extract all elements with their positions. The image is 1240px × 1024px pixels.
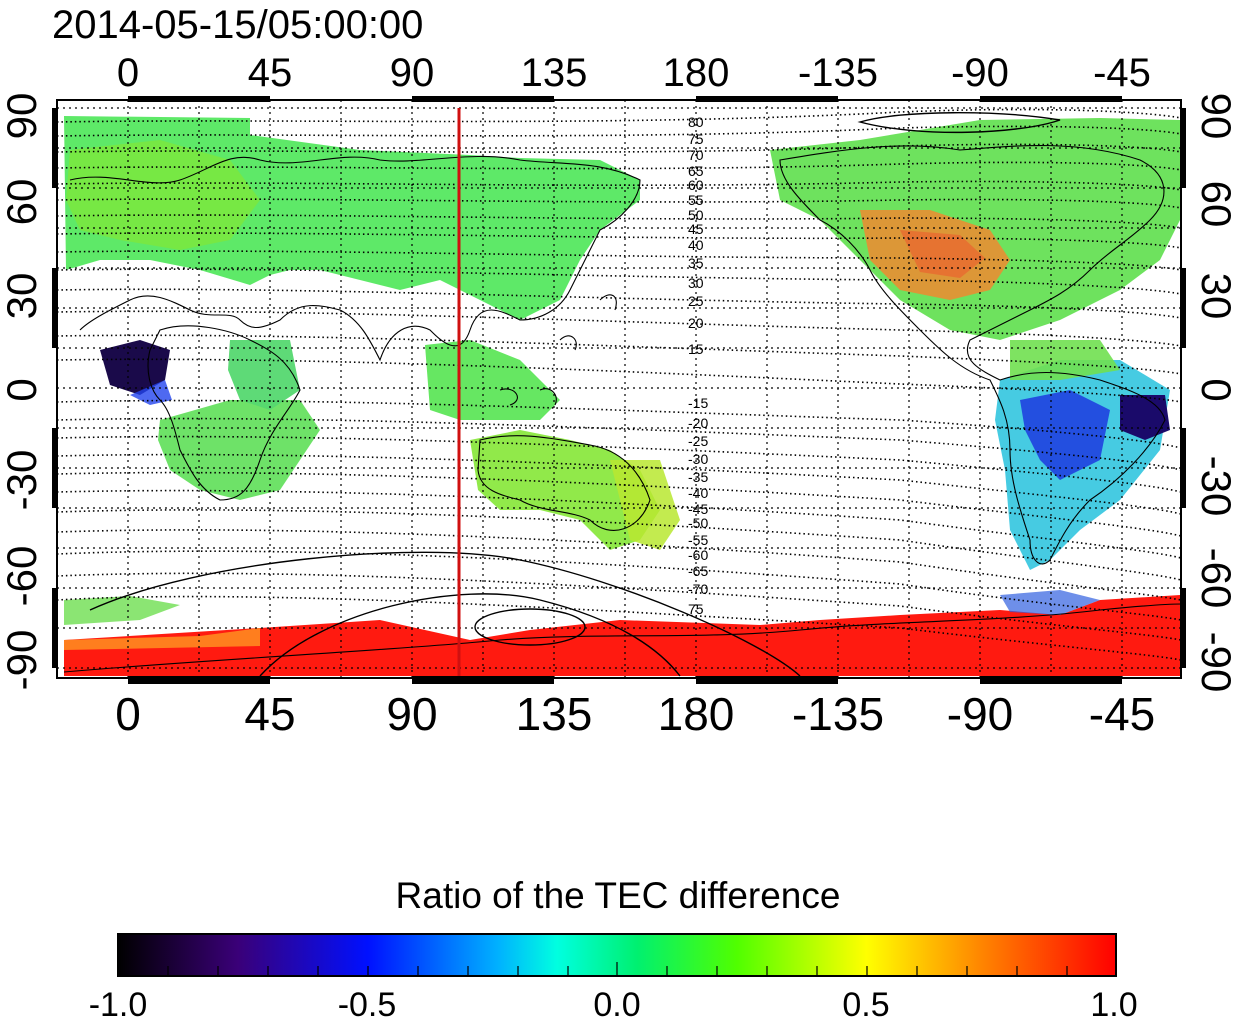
top-lon-label: 0 [117, 51, 139, 95]
data-patch-antarctica-edge [64, 628, 260, 650]
colorbar-tick-label: -0.5 [338, 986, 397, 1024]
left-lat-label: 90 [0, 93, 45, 140]
left-lat-label: -60 [0, 546, 45, 607]
contour-label: -20 [688, 415, 708, 431]
right-lat-label: 30 [1193, 273, 1240, 320]
left-lat-label: 0 [0, 378, 45, 401]
top-lon-label: -90 [951, 51, 1009, 95]
bottom-lon-label: 45 [244, 688, 295, 740]
contour-label: 80 [688, 114, 704, 130]
top-lon-label: 180 [663, 51, 730, 95]
right-lat-label: 0 [1193, 378, 1240, 401]
bottom-lon-label: -135 [792, 688, 884, 740]
contour-label: 15 [688, 341, 704, 357]
colorbar-tick-label: 1.0 [1090, 986, 1137, 1024]
contour-label: -60 [688, 547, 708, 563]
data-patch-west-africa [100, 340, 170, 395]
frame-ticks-right [1180, 108, 1186, 668]
right-lat-label: -60 [1193, 548, 1240, 609]
contour-label: -15 [688, 395, 708, 411]
data-patch-south-america-green [1010, 340, 1120, 380]
contour-label: -40 [688, 485, 708, 501]
colorbar-tick-label: -1.0 [89, 986, 148, 1024]
contour-label: 75 [688, 131, 704, 147]
frame-ticks-left [52, 108, 58, 668]
contour-label: 45 [688, 221, 704, 237]
contour-label: 55 [688, 192, 704, 208]
contour-label: 75 [688, 601, 704, 617]
left-lat-label: -30 [0, 450, 45, 511]
left-lat-label: 30 [0, 273, 45, 320]
contour-label: 40 [688, 237, 704, 253]
data-patch-west-africa-edge [130, 380, 172, 405]
top-lon-label: 135 [521, 51, 588, 95]
bottom-lon-label: 135 [516, 688, 593, 740]
contour-label: -25 [688, 433, 708, 449]
top-lon-label: 45 [248, 51, 293, 95]
data-patch-europe [66, 140, 260, 250]
colorbar-tick-labels: -1.0 -0.5 0.0 0.5 1.0 [89, 986, 1138, 1024]
bottom-lon-label: 0 [115, 688, 141, 740]
data-patch-east-africa [228, 340, 300, 410]
figure-timestamp: 2014-05-15/05:00:00 [52, 3, 423, 47]
contour-label: 60 [688, 177, 704, 193]
top-lon-label: -135 [798, 51, 878, 95]
left-latitude-labels: 90 60 30 0 -30 -60 -90 [0, 93, 45, 691]
contour-label: -70 [688, 581, 708, 597]
contour-label: -50 [688, 515, 708, 531]
data-patch-us-core [900, 230, 985, 278]
contour-label: -55 [688, 532, 708, 548]
left-lat-label: 60 [0, 179, 45, 226]
left-lat-label: -90 [0, 630, 45, 691]
right-lat-label: -90 [1193, 632, 1240, 693]
right-lat-label: 90 [1193, 93, 1240, 140]
frame-ticks-top [128, 96, 1122, 102]
right-lat-label: 60 [1193, 181, 1240, 228]
contour-labels-north: 80 75 70 65 60 55 50 45 40 35 30 25 20 1… [688, 114, 704, 357]
contour-labels-south: -15 -20 -25 -30 -35 -40 -45 -50 -55 -60 … [688, 395, 708, 617]
right-lat-label: -30 [1193, 456, 1240, 517]
contour-label: 20 [688, 315, 704, 331]
map-frame [56, 99, 1182, 679]
bottom-lon-label: -90 [947, 688, 1013, 740]
contour-label: -65 [688, 563, 708, 579]
bottom-lon-label: -45 [1089, 688, 1155, 740]
data-patch-antarctica-green [64, 596, 180, 625]
contour-label: 30 [688, 275, 704, 291]
bottom-lon-label: 180 [658, 688, 735, 740]
southern-solid-contours [89, 112, 1061, 677]
colorbar-tick-label: 0.5 [842, 986, 889, 1024]
magnetic-contours [57, 108, 1181, 661]
contour-label: 70 [688, 147, 704, 163]
data-patch-antarctic-peninsula [1000, 590, 1100, 615]
coastlines [63, 144, 1182, 673]
colorbar-title: Ratio of the TEC difference [396, 875, 841, 916]
top-lon-label: -45 [1093, 51, 1151, 95]
contour-label: -35 [688, 469, 708, 485]
right-latitude-labels: 90 60 30 0 -30 -60 -90 [1193, 93, 1240, 693]
tec-data-layer [64, 116, 1180, 676]
colorbar-tick-label: 0.0 [593, 986, 640, 1024]
bottom-longitude-labels: 0 45 90 135 180 -135 -90 -45 [115, 688, 1155, 740]
top-longitude-labels: 0 45 90 135 180 -135 -90 -45 [117, 51, 1151, 95]
colorbar-minor-ticks [167, 962, 1068, 976]
top-lon-label: 90 [390, 51, 435, 95]
bottom-lon-label: 90 [386, 688, 437, 740]
contour-label: 25 [688, 293, 704, 309]
contour-label: -30 [688, 451, 708, 467]
contour-label: 65 [688, 163, 704, 179]
contour-label: 50 [688, 207, 704, 223]
data-patch-brazil-dark [1120, 395, 1170, 440]
contour-label: -45 [688, 501, 708, 517]
contour-label: 35 [688, 255, 704, 271]
frame-ticks-bottom [128, 676, 1122, 684]
